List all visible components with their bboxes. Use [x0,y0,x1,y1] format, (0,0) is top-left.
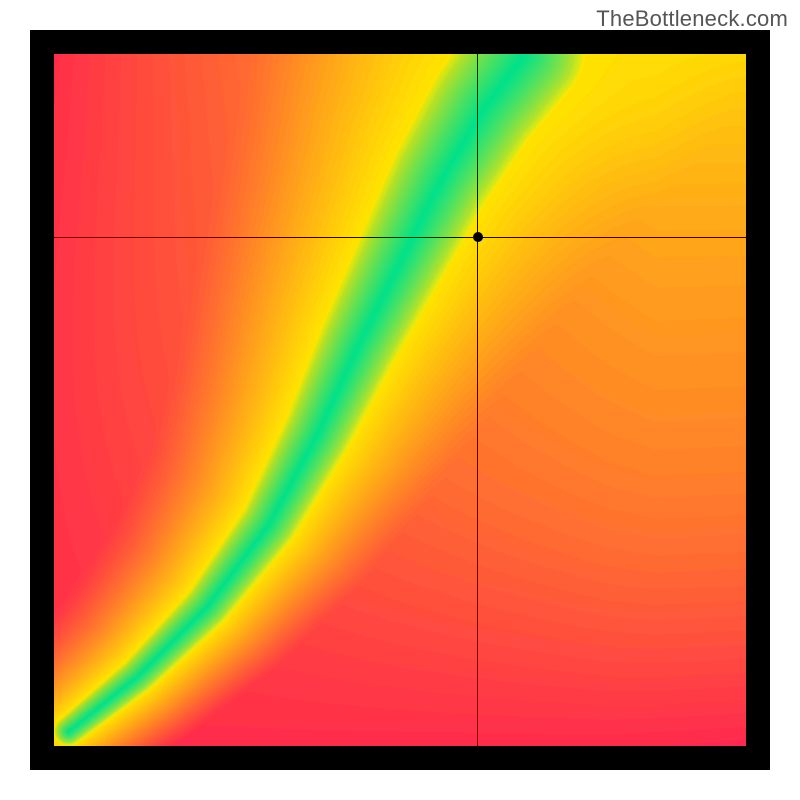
heatmap-canvas [54,54,746,746]
chart-frame [30,30,770,770]
chart-container: TheBottleneck.com [0,0,800,800]
crosshair-horizontal [54,237,746,238]
watermark-text: TheBottleneck.com [596,6,788,32]
crosshair-vertical [477,54,478,746]
crosshair-marker [473,232,483,242]
